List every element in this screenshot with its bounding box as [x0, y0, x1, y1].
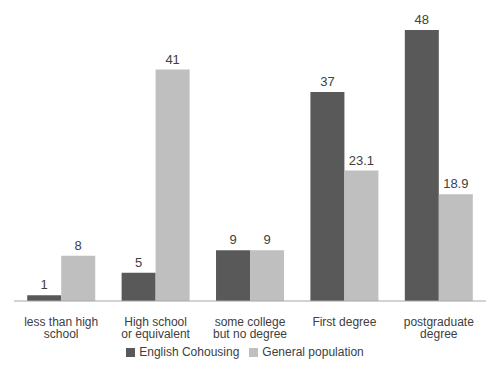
html-text:General population: General population — [262, 345, 364, 359]
html-text:English Cohousing: English Cohousing — [139, 345, 240, 359]
svg-text:41: 41 — [165, 52, 179, 67]
svg-text:23.1: 23.1 — [349, 153, 374, 168]
svg-text:First degree: First degree — [312, 315, 376, 329]
svg-text:postgraduatedegree: postgraduatedegree — [404, 315, 474, 341]
svg-text:less than highschool: less than highschool — [24, 315, 98, 341]
svg-text:9: 9 — [229, 232, 236, 247]
svg-text:18.9: 18.9 — [443, 176, 468, 191]
svg-text:some collegebut no degree: some collegebut no degree — [213, 315, 287, 341]
svg-text:1: 1 — [41, 277, 48, 292]
svg-text:9: 9 — [263, 232, 270, 247]
svg-text:5: 5 — [135, 255, 142, 270]
svg-text:8: 8 — [75, 238, 82, 253]
svg-text:37: 37 — [320, 74, 334, 89]
svg-text:High schoolor equivalent: High schoolor equivalent — [121, 315, 190, 341]
svg-text:48: 48 — [415, 12, 429, 27]
